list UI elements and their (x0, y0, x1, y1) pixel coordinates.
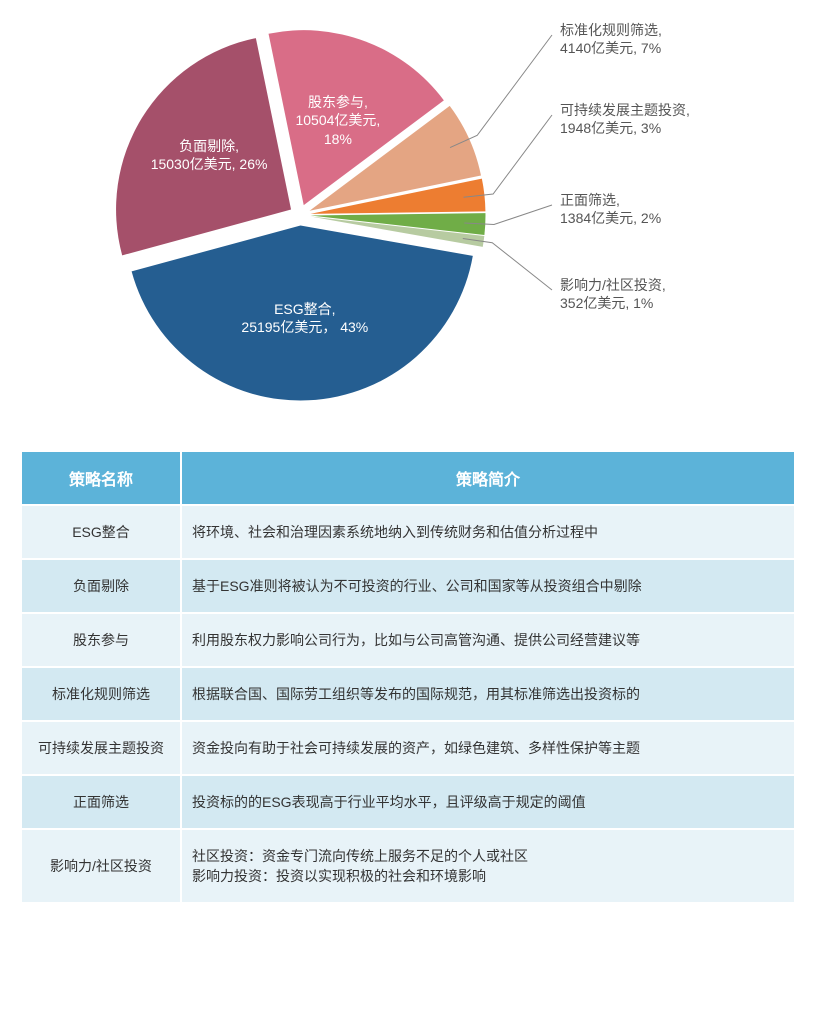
strategy-desc-cell: 利用股东权力影响公司行为，比如与公司高管沟通、提供公司经营建议等 (181, 613, 795, 667)
pie-label-esg: ESG整合,25195亿美元， 43% (215, 300, 395, 336)
strategy-name-cell: 正面筛选 (21, 775, 181, 829)
table-header-row: 策略名称 策略简介 (21, 451, 795, 505)
strategy-table: 策略名称 策略简介 ESG整合将环境、社会和治理因素系统地纳入到传统财务和估值分… (20, 450, 796, 904)
strategy-desc-cell: 投资标的的ESG表现高于行业平均水平，且评级高于规定的阈值 (181, 775, 795, 829)
strategy-name-cell: 标准化规则筛选 (21, 667, 181, 721)
table-body: ESG整合将环境、社会和治理因素系统地纳入到传统财务和估值分析过程中负面剔除基于… (21, 505, 795, 903)
pie-chart: ESG整合,25195亿美元， 43%负面剔除,15030亿美元, 26%股东参… (0, 0, 816, 450)
table-row: 正面筛选投资标的的ESG表现高于行业平均水平，且评级高于规定的阈值 (21, 775, 795, 829)
table-row: 可持续发展主题投资资金投向有助于社会可持续发展的资产，如绿色建筑、多样性保护等主… (21, 721, 795, 775)
strategy-desc-cell: 基于ESG准则将被认为不可投资的行业、公司和国家等从投资组合中剔除 (181, 559, 795, 613)
table-row: 标准化规则筛选根据联合国、国际劳工组织等发布的国际规范，用其标准筛选出投资标的 (21, 667, 795, 721)
strategy-table-container: 策略名称 策略简介 ESG整合将环境、社会和治理因素系统地纳入到传统财务和估值分… (0, 450, 816, 924)
pie-label-thematic: 可持续发展主题投资,1948亿美元, 3% (560, 101, 790, 137)
table-row: 负面剔除基于ESG准则将被认为不可投资的行业、公司和国家等从投资组合中剔除 (21, 559, 795, 613)
strategy-name-cell: 负面剔除 (21, 559, 181, 613)
table-header-desc: 策略简介 (181, 451, 795, 505)
strategy-name-cell: 股东参与 (21, 613, 181, 667)
strategy-desc-cell: 社区投资：资金专门流向传统上服务不足的个人或社区影响力投资：投资以实现积极的社会… (181, 829, 795, 903)
strategy-name-cell: 影响力/社区投资 (21, 829, 181, 903)
pie-label-shareholder: 股东参与,10504亿美元,18% (248, 93, 428, 148)
table-row: 股东参与利用股东权力影响公司行为，比如与公司高管沟通、提供公司经营建议等 (21, 613, 795, 667)
strategy-name-cell: ESG整合 (21, 505, 181, 559)
strategy-name-cell: 可持续发展主题投资 (21, 721, 181, 775)
leader-line (450, 35, 552, 148)
strategy-desc-cell: 将环境、社会和治理因素系统地纳入到传统财务和估值分析过程中 (181, 505, 795, 559)
table-row: ESG整合将环境、社会和治理因素系统地纳入到传统财务和估值分析过程中 (21, 505, 795, 559)
table-header-name: 策略名称 (21, 451, 181, 505)
strategy-desc-cell: 资金投向有助于社会可持续发展的资产，如绿色建筑、多样性保护等主题 (181, 721, 795, 775)
leader-line (463, 238, 552, 290)
pie-label-positive: 正面筛选,1384亿美元, 2% (560, 191, 790, 227)
strategy-desc-cell: 根据联合国、国际劳工组织等发布的国际规范，用其标准筛选出投资标的 (181, 667, 795, 721)
pie-label-impact: 影响力/社区投资,352亿美元, 1% (560, 276, 790, 312)
pie-label-norms: 标准化规则筛选,4140亿美元, 7% (560, 21, 790, 57)
table-row: 影响力/社区投资社区投资：资金专门流向传统上服务不足的个人或社区影响力投资：投资… (21, 829, 795, 903)
